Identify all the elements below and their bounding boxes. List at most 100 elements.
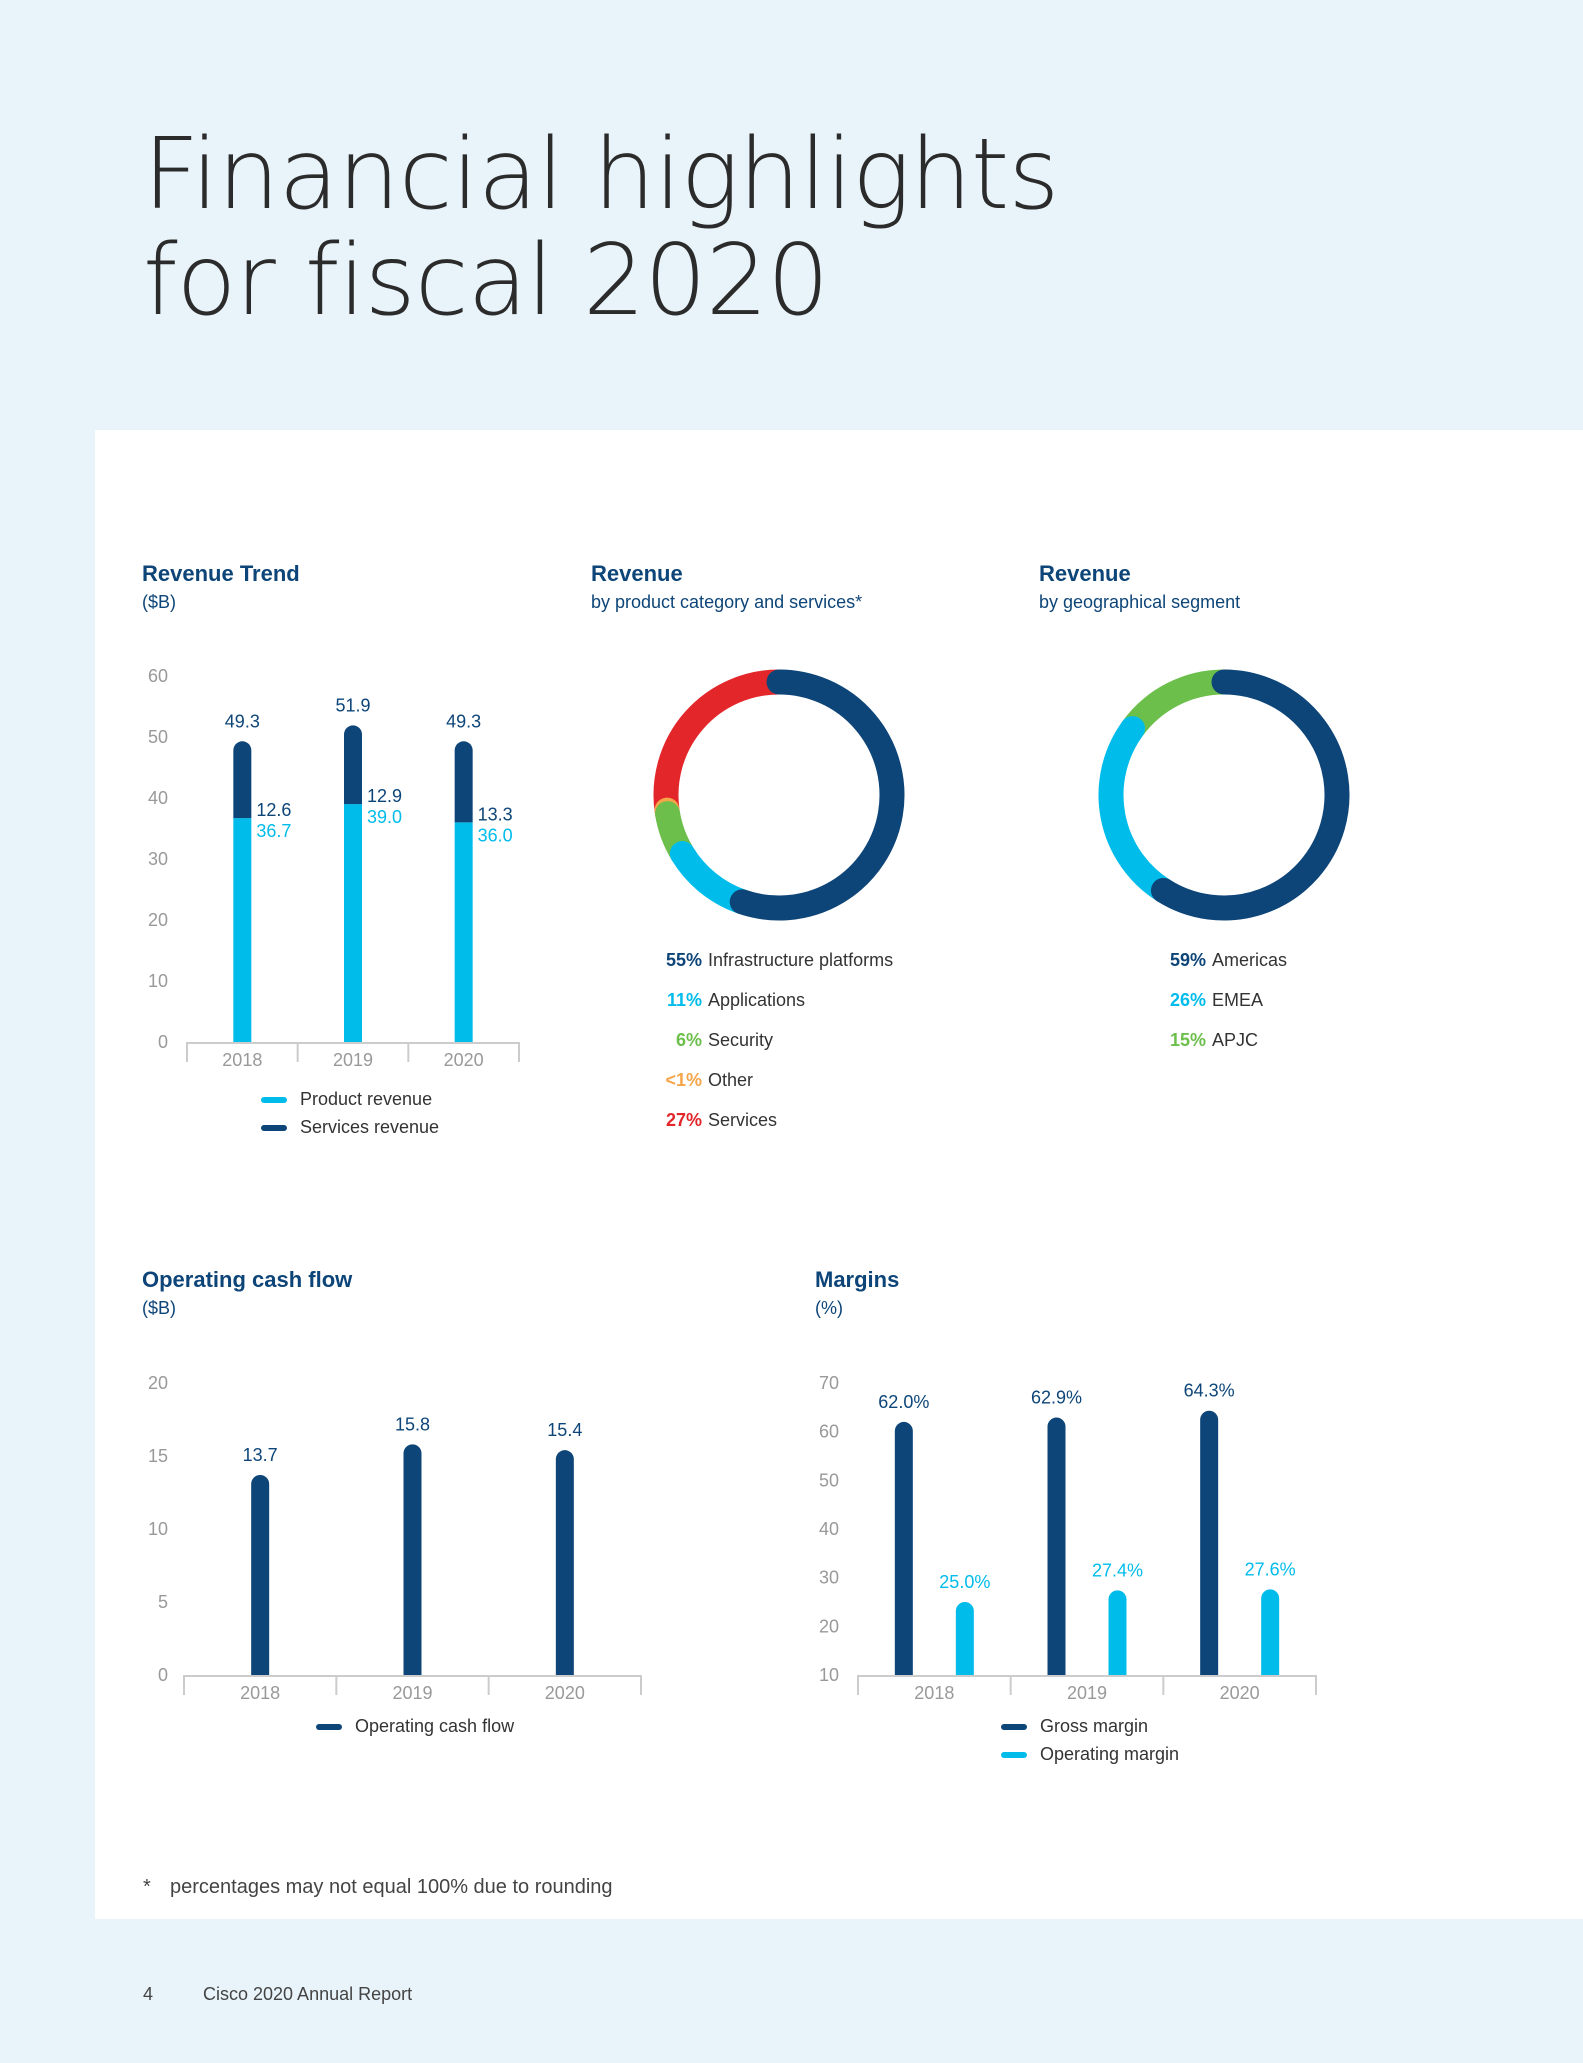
x-tick-label: 2019 <box>1067 1683 1107 1703</box>
cash-flow-title: Operating cash flow <box>142 1267 353 1292</box>
bar-total-label: 51.9 <box>335 695 370 715</box>
bar-total-label: 49.3 <box>225 711 260 731</box>
x-tick-label: 2018 <box>240 1683 280 1703</box>
y-tick-label: 50 <box>819 1470 839 1490</box>
donut-slice-emea <box>1098 716 1176 903</box>
legend-percent: 6% <box>675 1030 702 1050</box>
bar-gross-margin <box>894 1421 913 1675</box>
y-tick-label: 0 <box>158 1665 168 1685</box>
legend-label: Operating cash flow <box>355 1716 515 1736</box>
y-tick-label: 20 <box>148 1373 168 1393</box>
legend-label: Security <box>708 1030 774 1050</box>
product-value-label: 36.0 <box>478 825 513 845</box>
bar-services-revenue <box>233 741 252 819</box>
legend-swatch <box>316 1724 342 1730</box>
legend-item: 11% Applications <box>622 990 805 1011</box>
cash-flow-subtitle: ($B) <box>142 1298 177 1318</box>
x-tick-label: 2019 <box>392 1683 432 1703</box>
legend-swatch <box>1001 1724 1027 1730</box>
y-tick-label: 30 <box>819 1568 839 1588</box>
y-tick-label: 60 <box>148 666 168 686</box>
margins-subtitle: (%) <box>815 1298 843 1318</box>
bar-total-label: 49.3 <box>446 711 481 731</box>
title-line-1: Financial highlights <box>143 118 1059 232</box>
footnote: percentages may not equal 100% due to ro… <box>170 1876 613 1898</box>
bar-value-label: 62.0% <box>878 1392 929 1412</box>
legend-swatch <box>261 1097 287 1103</box>
bar-operating-margin <box>1108 1590 1127 1675</box>
bar-value-label: 62.9% <box>1031 1388 1082 1408</box>
legend-item: 55% Infrastructure platforms <box>622 950 893 971</box>
legend-percent: 59% <box>1169 950 1206 970</box>
legend-label: Operating margin <box>1040 1744 1180 1764</box>
bar-operating-margin <box>955 1602 974 1675</box>
services-value-label: 13.3 <box>478 804 513 824</box>
bar-gross-margin <box>1200 1410 1219 1675</box>
legend-label: APJC <box>1212 1030 1259 1050</box>
legend-label: Gross margin <box>1040 1716 1149 1736</box>
donut-slice-infrastructure-platforms <box>729 669 905 921</box>
title-line-2: for fiscal 2020 <box>143 224 829 338</box>
margins-title: Margins <box>815 1267 900 1292</box>
legend-label: Applications <box>708 990 806 1010</box>
legend-swatch <box>1001 1752 1027 1758</box>
y-tick-label: 50 <box>148 727 168 747</box>
legend-percent: 27% <box>665 1110 702 1130</box>
legend-label: Infrastructure platforms <box>708 950 894 970</box>
revenue-product-subtitle: by product category and services* <box>591 592 863 612</box>
x-tick-label: 2020 <box>444 1050 484 1070</box>
donut-slice-services <box>653 669 792 823</box>
bar-services-revenue <box>344 725 362 805</box>
y-tick-label: 20 <box>819 1616 839 1636</box>
product-value-label: 36.7 <box>256 821 291 841</box>
legend-label: Other <box>708 1070 754 1090</box>
revenue-trend-subtitle: ($B) <box>142 592 177 612</box>
content-panel <box>95 430 1583 1919</box>
y-tick-label: 10 <box>148 971 168 991</box>
bar-operating-cash-flow <box>251 1474 270 1675</box>
services-value-label: 12.6 <box>256 800 291 820</box>
page-number: 4 <box>143 1984 154 2004</box>
y-tick-label: 40 <box>148 788 168 808</box>
y-tick-label: 15 <box>148 1446 168 1466</box>
legend-item: 15% APJC <box>1126 1030 1258 1051</box>
y-tick-label: 30 <box>148 849 168 869</box>
footnote-mark: * <box>143 1876 151 1898</box>
bar-services-revenue <box>454 741 473 823</box>
legend-label: Services revenue <box>300 1117 440 1137</box>
legend-percent: 11% <box>666 990 702 1010</box>
revenue-geo-title: Revenue <box>1039 561 1131 586</box>
bar-product-revenue <box>233 818 252 1042</box>
x-tick-label: 2020 <box>545 1683 585 1703</box>
page-title: Financial highlights for fiscal 2020 <box>143 118 1059 338</box>
x-tick-label: 2018 <box>222 1050 262 1070</box>
bar-product-revenue <box>454 822 473 1042</box>
y-tick-label: 10 <box>819 1665 839 1685</box>
bar-value-label: 27.6% <box>1245 1559 1296 1579</box>
revenue-trend-title: Revenue Trend <box>142 561 300 586</box>
bar-operating-cash-flow <box>403 1444 422 1675</box>
bar-gross-margin <box>1047 1417 1066 1675</box>
bar-value-label: 15.8 <box>395 1414 430 1434</box>
legend-item: 26% EMEA <box>1126 990 1263 1011</box>
donut-slice-americas <box>1150 669 1350 921</box>
y-tick-label: 0 <box>158 1032 168 1052</box>
y-tick-label: 40 <box>819 1519 839 1539</box>
legend-label: EMEA <box>1212 990 1264 1010</box>
y-tick-label: 20 <box>148 910 168 930</box>
product-value-label: 39.0 <box>367 807 402 827</box>
y-tick-label: 60 <box>819 1422 839 1442</box>
x-tick-label: 2019 <box>333 1050 373 1070</box>
y-tick-label: 10 <box>148 1519 168 1539</box>
legend-item: 27% Services <box>622 1110 777 1131</box>
services-value-label: 12.9 <box>367 786 402 806</box>
legend-item: 59% Americas <box>1126 950 1287 971</box>
x-tick-label: 2020 <box>1220 1683 1260 1703</box>
bar-value-label: 25.0% <box>939 1572 990 1592</box>
legend-label: Americas <box>1212 950 1288 970</box>
bar-product-revenue <box>344 804 362 1042</box>
legend-swatch <box>261 1125 287 1131</box>
revenue-product-title: Revenue <box>591 561 683 586</box>
revenue-geo-subtitle: by geographical segment <box>1039 592 1241 612</box>
